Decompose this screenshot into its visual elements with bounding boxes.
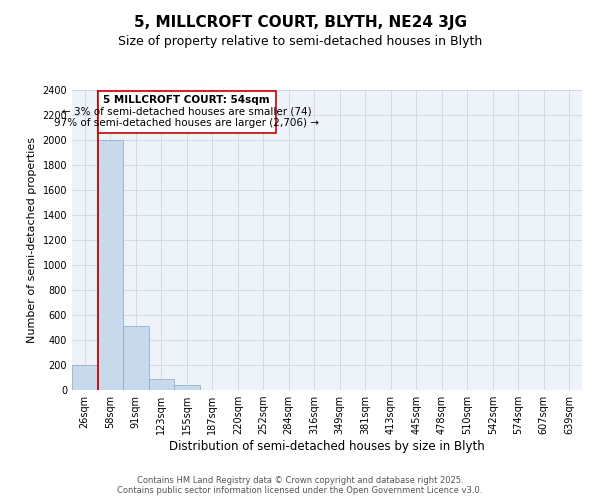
- Text: Size of property relative to semi-detached houses in Blyth: Size of property relative to semi-detach…: [118, 35, 482, 48]
- Bar: [123, 326, 149, 390]
- Y-axis label: Number of semi-detached properties: Number of semi-detached properties: [27, 137, 37, 343]
- Text: 5, MILLCROFT COURT, BLYTH, NE24 3JG: 5, MILLCROFT COURT, BLYTH, NE24 3JG: [133, 15, 467, 30]
- Text: Contains HM Land Registry data © Crown copyright and database right 2025.: Contains HM Land Registry data © Crown c…: [137, 476, 463, 485]
- Text: Contains public sector information licensed under the Open Government Licence v3: Contains public sector information licen…: [118, 486, 482, 495]
- X-axis label: Distribution of semi-detached houses by size in Blyth: Distribution of semi-detached houses by …: [169, 440, 485, 453]
- Text: 97% of semi-detached houses are larger (2,706) →: 97% of semi-detached houses are larger (…: [54, 118, 319, 128]
- Bar: [72, 365, 97, 390]
- Bar: [174, 385, 199, 390]
- Text: ← 3% of semi-detached houses are smaller (74): ← 3% of semi-detached houses are smaller…: [62, 106, 311, 116]
- Bar: [97, 140, 123, 390]
- Bar: [149, 379, 174, 390]
- Text: 5 MILLCROFT COURT: 54sqm: 5 MILLCROFT COURT: 54sqm: [103, 95, 270, 105]
- FancyBboxPatch shape: [97, 91, 276, 132]
